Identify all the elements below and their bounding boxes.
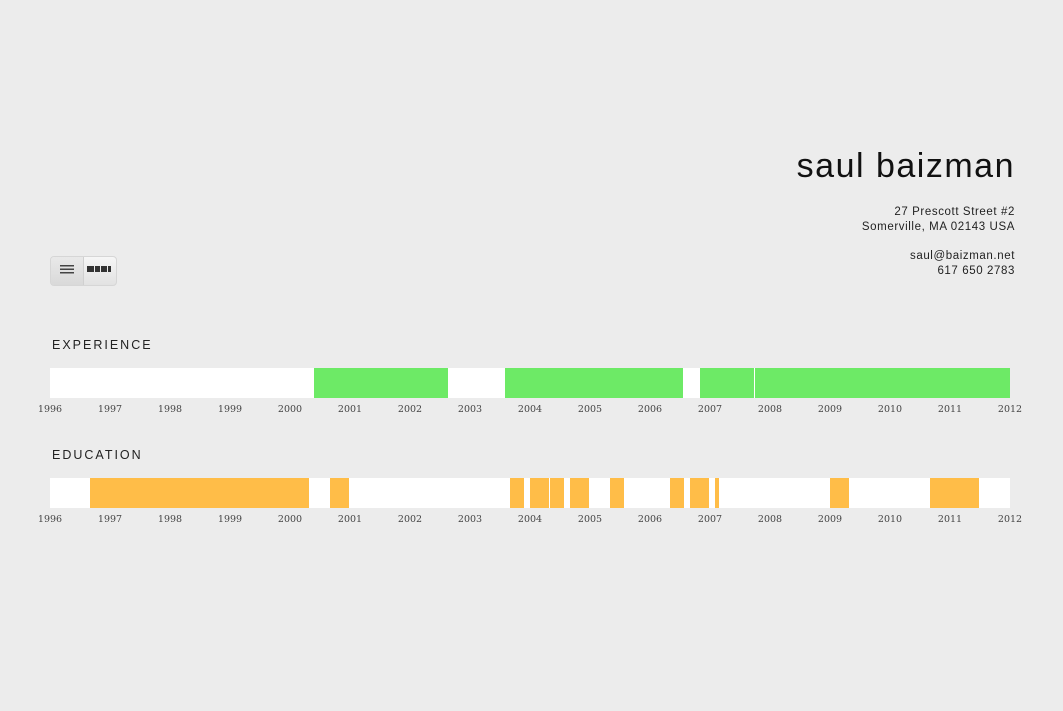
address-line-1: 27 Prescott Street #2	[894, 206, 1015, 218]
timeline-view-button[interactable]	[84, 257, 116, 285]
view-toggle[interactable]	[50, 256, 117, 286]
year-tick-label: 1996	[37, 404, 63, 415]
education-bar[interactable]	[330, 478, 349, 508]
experience-year-axis: 1996 1997 1998 1999 2000 2001 2002 2003 2004 2005…	[38, 404, 1022, 418]
year-tick-label: 2005	[577, 404, 603, 415]
year-tick-label: 2004	[517, 404, 543, 415]
education-year-axis: 1996 1997 1998 1999 2000 2001 2002 2003 2004 2005…	[38, 514, 1022, 528]
education-heading: EDUCATION	[52, 448, 143, 462]
year-tick-label: 1998	[157, 514, 183, 525]
page-title: saul baizman	[796, 147, 1015, 185]
year-tick-label: 1999	[217, 514, 243, 525]
education-timeline	[50, 478, 1010, 508]
year-tick-label: 2006	[637, 514, 663, 525]
education-bar[interactable]	[549, 478, 565, 508]
year-tick-label: 2001	[337, 404, 363, 415]
experience-bar[interactable]	[314, 368, 448, 398]
education-bar[interactable]	[714, 478, 719, 508]
year-tick-label: 2003	[457, 404, 483, 415]
year-tick-label: 2000	[277, 514, 303, 525]
email-link[interactable]: saul@baizman.net	[909, 250, 1015, 262]
year-tick-label: 1997	[97, 404, 123, 415]
list-icon	[59, 262, 75, 280]
education-bar[interactable]	[570, 478, 589, 508]
address-line-2: Somerville, MA 02143 USA	[861, 220, 1015, 233]
experience-bar[interactable]	[699, 368, 754, 398]
year-tick-label: 2004	[517, 514, 543, 525]
year-tick-label: 2001	[337, 514, 363, 525]
experience-heading: EXPERIENCE	[52, 338, 153, 352]
year-tick-label: 2003	[457, 514, 483, 525]
experience-bar[interactable]	[755, 368, 1010, 398]
year-tick-label: 2005	[577, 514, 603, 525]
year-tick-label: 2009	[817, 514, 843, 525]
education-bar[interactable]	[90, 478, 310, 508]
year-tick-label: 2008	[757, 514, 783, 525]
year-tick-label: 2007	[697, 514, 723, 525]
year-tick-label: 2012	[997, 514, 1023, 525]
year-tick-label: 1999	[217, 404, 243, 415]
year-tick-label: 1997	[97, 514, 123, 525]
year-tick-label: 2007	[697, 404, 723, 415]
education-bar[interactable]	[609, 478, 625, 508]
year-tick-label: 2011	[937, 404, 963, 415]
timeline-icon	[87, 262, 113, 280]
year-tick-label: 2008	[757, 404, 783, 415]
year-tick-label: 2011	[937, 514, 963, 525]
year-tick-label: 2012	[997, 404, 1023, 415]
education-bar[interactable]	[530, 478, 550, 508]
education-bar[interactable]	[510, 478, 524, 508]
year-tick-label: 2002	[397, 404, 423, 415]
contact-info: 27 Prescott Street #2 Somerville, MA 021…	[862, 205, 1015, 278]
year-tick-label: 2006	[637, 404, 663, 415]
year-tick-label: 1998	[157, 404, 183, 415]
year-tick-label: 2002	[397, 514, 423, 525]
year-tick-label: 2010	[877, 514, 903, 525]
education-bar[interactable]	[830, 478, 850, 508]
education-bar[interactable]	[690, 478, 709, 508]
education-bar[interactable]	[669, 478, 685, 508]
year-tick-label: 2000	[277, 404, 303, 415]
education-bar[interactable]	[930, 478, 979, 508]
year-tick-label: 2010	[877, 404, 903, 415]
year-tick-label: 1996	[37, 514, 63, 525]
list-view-button[interactable]	[51, 257, 84, 285]
phone-number: 617 650 2783	[937, 264, 1015, 277]
experience-timeline	[50, 368, 1010, 398]
experience-bar[interactable]	[504, 368, 683, 398]
year-tick-label: 2009	[817, 404, 843, 415]
